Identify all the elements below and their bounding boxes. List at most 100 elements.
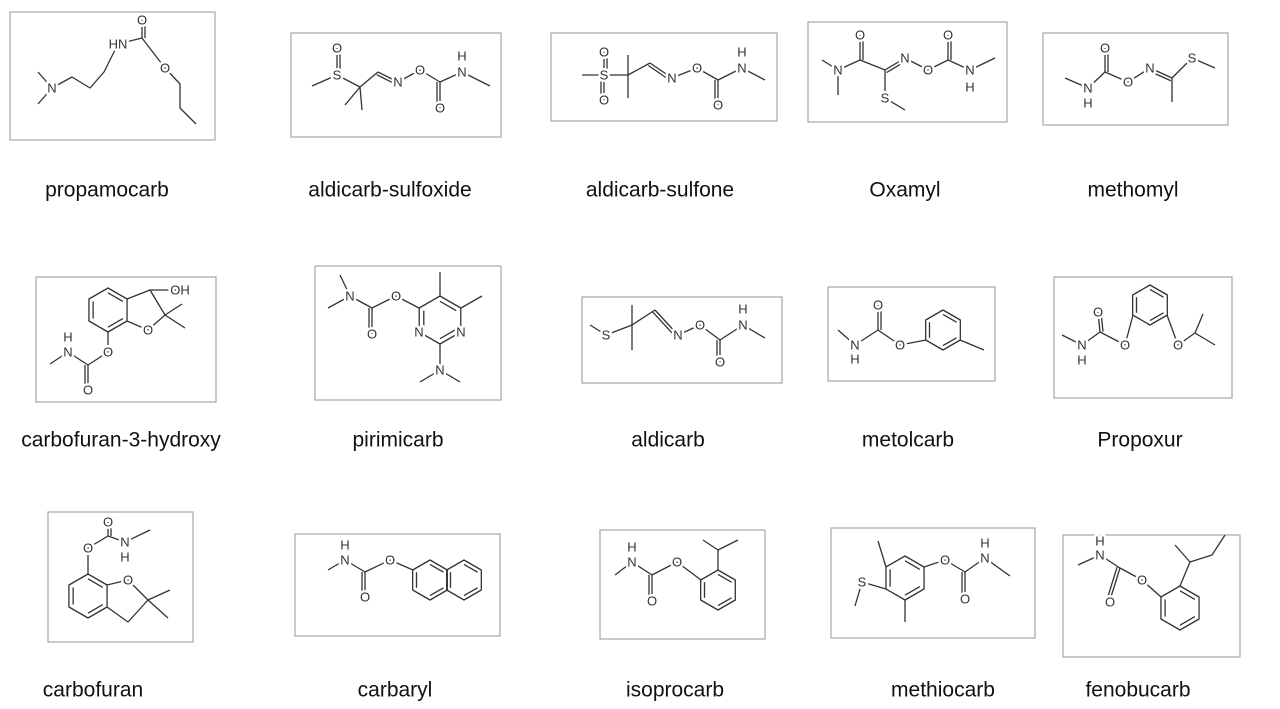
ring-double-bond — [429, 563, 444, 573]
compound-name: carbofuran-3-hydroxy — [21, 429, 221, 452]
atom-label: N — [737, 61, 746, 76]
atom-label: O — [923, 63, 933, 78]
atom-label: S — [602, 328, 611, 343]
ring-double-bond — [717, 597, 732, 607]
atom-label: O — [1173, 338, 1183, 353]
atom-label: H — [980, 536, 989, 551]
atom-label: S — [600, 68, 609, 83]
atom-label: S — [333, 68, 342, 83]
atom-label: O — [1093, 305, 1103, 320]
bond — [344, 86, 361, 106]
double-bond — [376, 74, 397, 86]
bond — [164, 303, 183, 316]
atom-label: O — [960, 592, 970, 607]
bond — [877, 540, 887, 568]
double-bond — [377, 71, 399, 83]
atom-label: N — [414, 325, 423, 340]
bond — [460, 295, 483, 309]
bond — [854, 581, 887, 607]
bond — [147, 599, 169, 619]
ring-double-bond — [717, 573, 732, 583]
compound-name: carbofuran — [43, 679, 143, 702]
atom-label: N — [47, 81, 56, 96]
structure-frame — [1042, 32, 1229, 126]
atom-label: O — [873, 298, 883, 313]
atom-label: O — [137, 13, 147, 28]
compound-name: methomyl — [1087, 179, 1178, 202]
atom-label: O — [647, 594, 657, 609]
atom-label: S — [858, 575, 867, 590]
atom-label: H — [1077, 353, 1086, 368]
bond — [1171, 57, 1216, 79]
atom-label: N — [900, 51, 909, 66]
atom-label: N — [456, 325, 465, 340]
atom-label: H — [738, 302, 747, 317]
double-bond — [1100, 311, 1104, 332]
atom-label: O — [1120, 338, 1130, 353]
bond — [959, 339, 985, 351]
double-bond — [1109, 567, 1121, 601]
atom-label: O — [855, 28, 865, 43]
atom-label: O — [715, 355, 725, 370]
atom-label: N — [435, 363, 444, 378]
atom-label: N — [120, 535, 129, 550]
bond — [1194, 313, 1204, 334]
double-bond — [1148, 70, 1172, 82]
compound-name: aldicarb-sulfone — [586, 179, 734, 202]
atom-label: O — [103, 515, 113, 530]
atom-label: H — [340, 538, 349, 553]
double-bond — [1106, 566, 1118, 600]
structure-frame — [314, 265, 502, 401]
structure-card: HN O O — [294, 533, 501, 637]
ring-double-bond — [87, 578, 104, 588]
ring-double-bond — [1149, 288, 1164, 298]
atom-label: O — [360, 590, 370, 605]
atom-label: N — [63, 345, 72, 360]
compound-name: aldicarb-sulfoxide — [308, 179, 471, 202]
atom-label: O — [1123, 75, 1133, 90]
double-bond — [647, 64, 671, 82]
ring-double-bond — [107, 318, 124, 328]
structure-frame — [47, 511, 194, 643]
atom-label: N — [1077, 338, 1086, 353]
bond — [359, 86, 363, 111]
atom-label: OH — [170, 283, 190, 298]
atom-label: N — [850, 338, 859, 353]
double-bond — [652, 311, 677, 338]
atom-label: O — [1137, 573, 1147, 588]
atom-label: O — [123, 573, 133, 588]
atom-label: H — [63, 330, 72, 345]
atom-label: O — [367, 327, 377, 342]
structure-frame — [9, 11, 216, 141]
structure-frame — [807, 21, 1008, 123]
bond — [439, 369, 461, 383]
double-bond — [886, 60, 907, 74]
atom-label: O — [83, 541, 93, 556]
atom-label: H — [850, 352, 859, 367]
ring-double-bond — [904, 560, 921, 570]
bond — [1189, 534, 1226, 563]
structure-card: O O NH O — [1053, 276, 1233, 399]
atom-label: N — [673, 328, 682, 343]
structure-frame — [581, 296, 783, 384]
structure-card: HN O O N — [9, 10, 216, 141]
bond — [717, 539, 739, 551]
double-bond — [884, 57, 906, 71]
double-bond — [649, 62, 673, 79]
atom-label: O — [332, 41, 342, 56]
ring-double-bond — [463, 563, 478, 573]
double-bond — [1149, 67, 1173, 79]
atom-label: O — [599, 45, 609, 60]
atom-label: O — [143, 323, 153, 338]
ring-bond — [925, 309, 961, 351]
ring-bond — [1132, 284, 1168, 326]
ring-double-bond — [942, 313, 957, 323]
ring-double-bond — [1149, 312, 1164, 322]
bond — [1166, 314, 1216, 346]
